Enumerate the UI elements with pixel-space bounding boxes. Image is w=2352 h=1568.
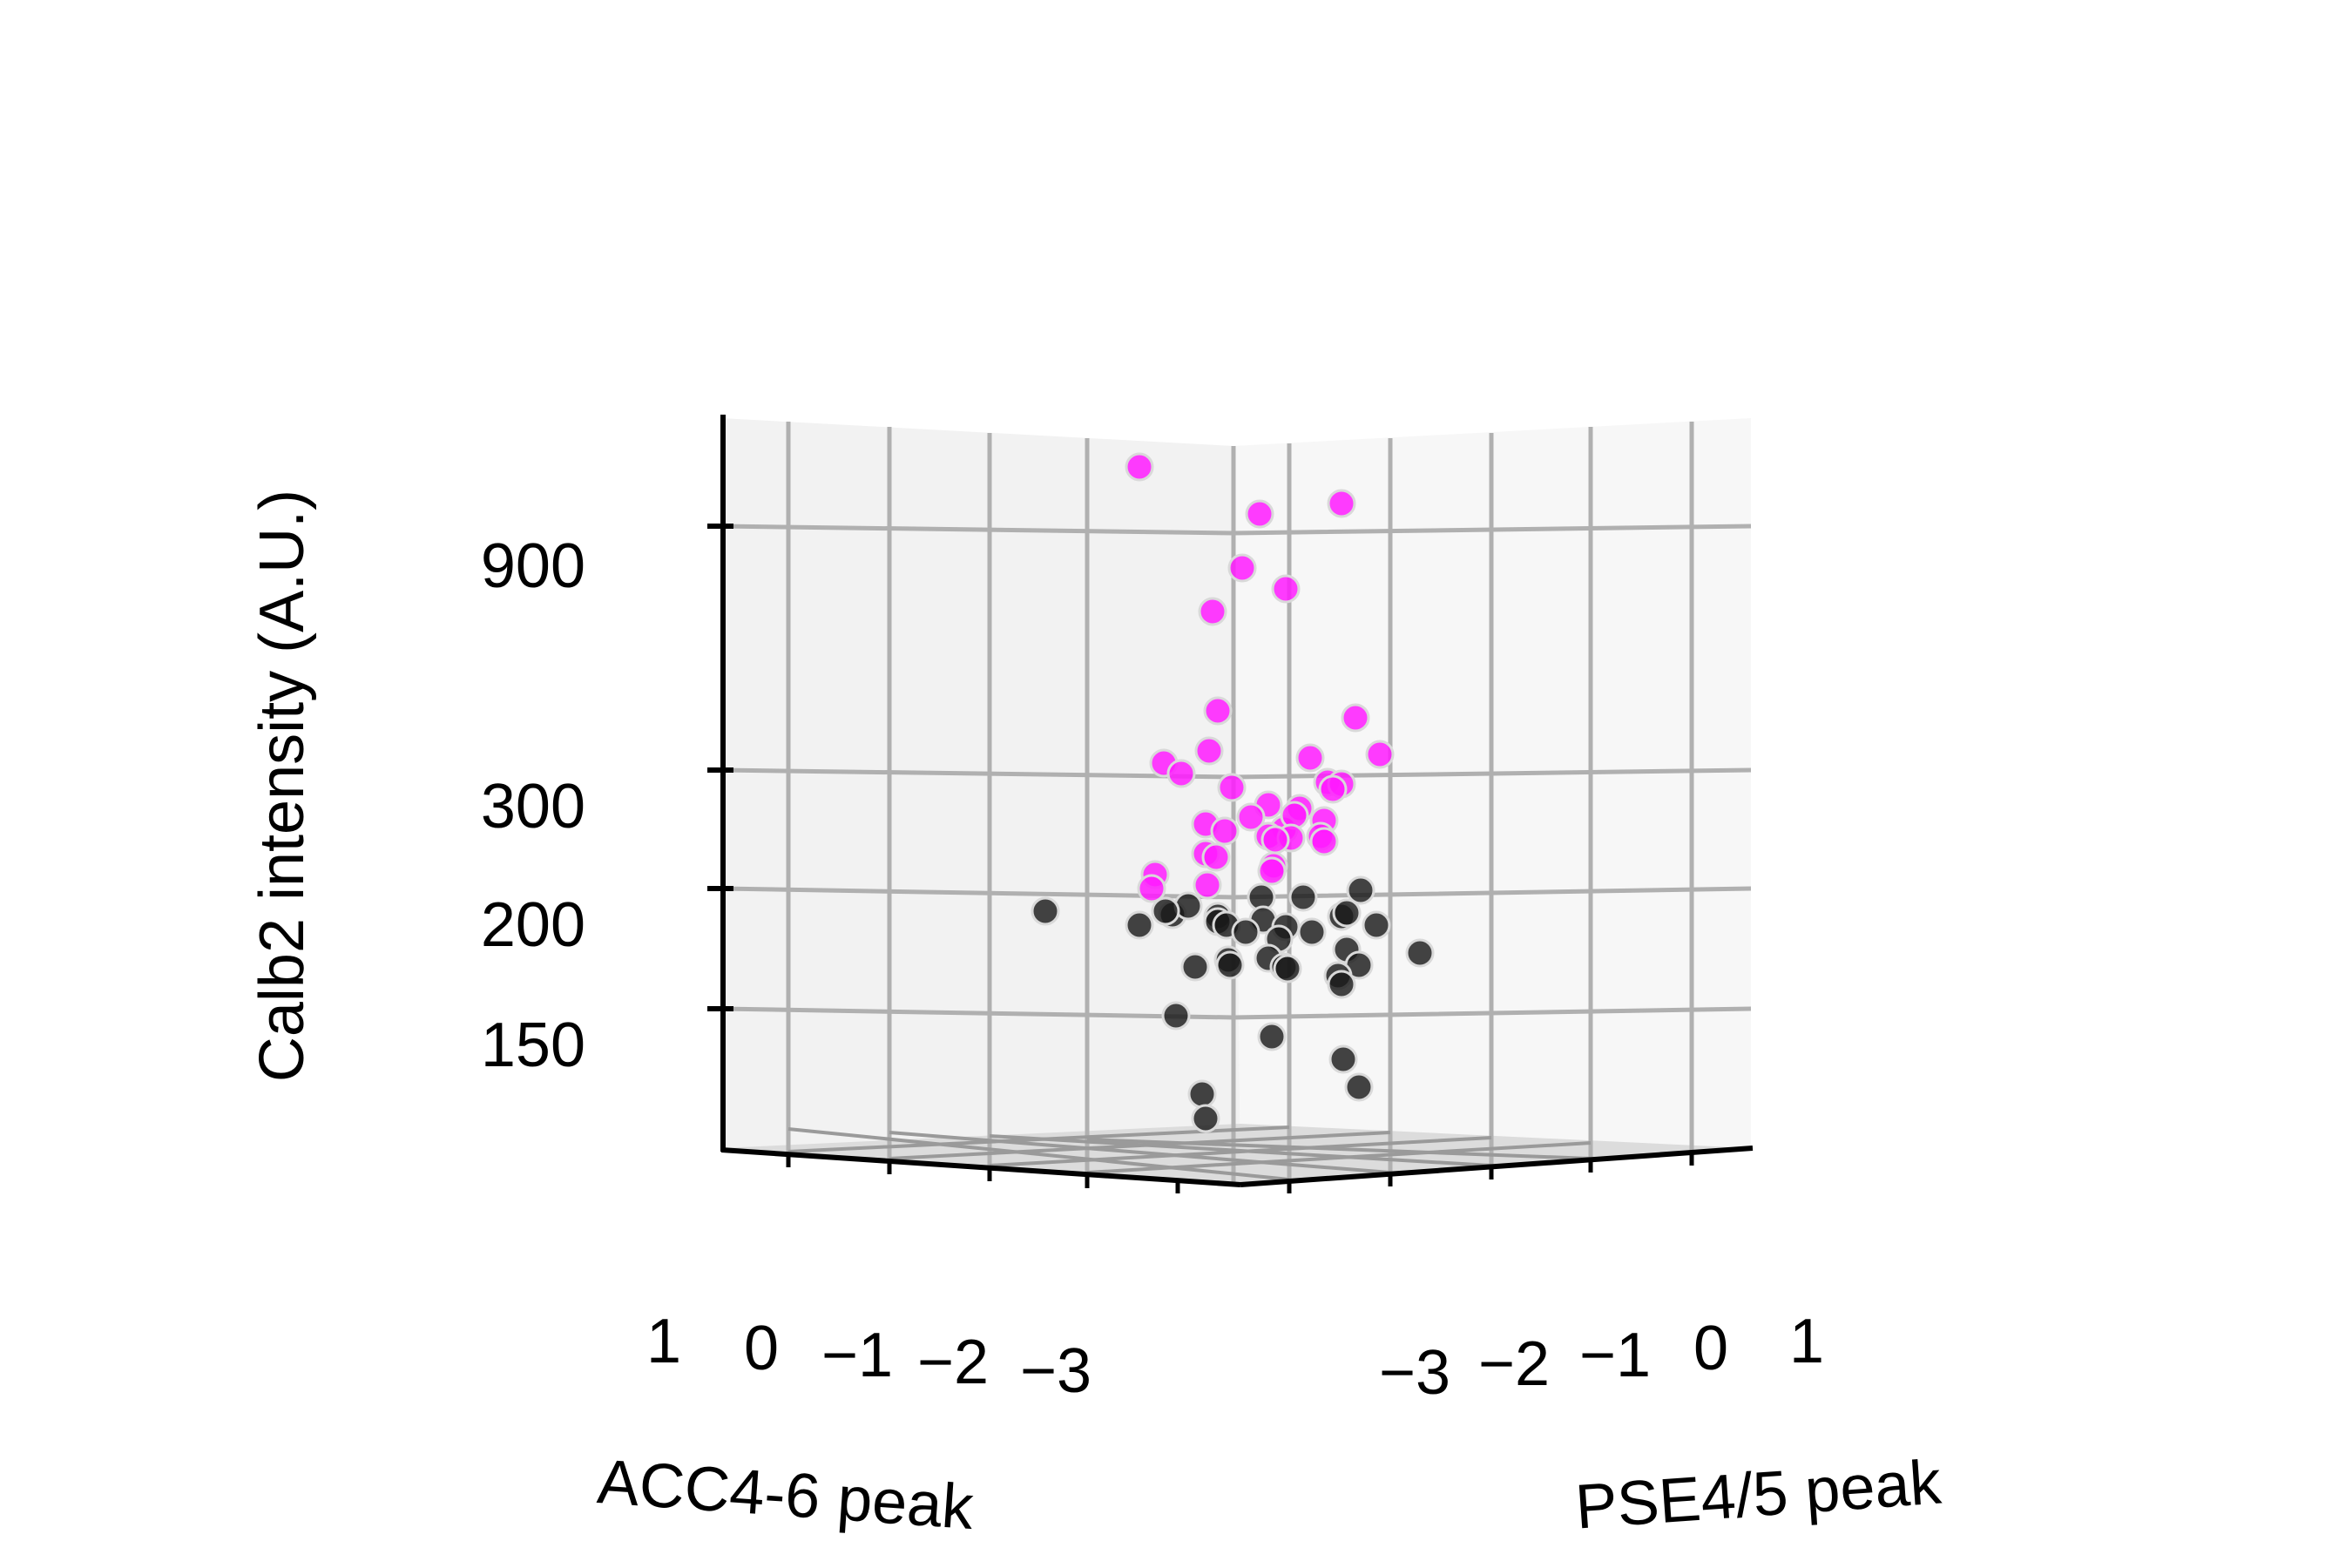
data-point-low (1215, 950, 1245, 980)
data-point-high (1318, 774, 1348, 804)
data-point-low (1125, 910, 1154, 940)
data-point-high (1166, 759, 1196, 788)
data-point-low (1187, 1079, 1217, 1109)
z-ticks (707, 524, 733, 1011)
data-point-high (1210, 816, 1240, 846)
axis-spines (720, 415, 1754, 1187)
data-point-low (1344, 1072, 1374, 1102)
y-tick-label: 1 (1789, 1307, 1824, 1376)
data-point-high (1295, 743, 1325, 773)
data-point-low (1405, 938, 1435, 968)
data-point-high (1203, 696, 1233, 726)
data-point-low (1328, 1044, 1358, 1074)
grid-lines (720, 422, 1752, 1183)
data-point-low (1161, 1001, 1191, 1031)
z-axis-title: Calb2 intensity (A.U.) (247, 490, 317, 1082)
data-point-low (1346, 875, 1375, 905)
x-tick-label: 1 (646, 1307, 681, 1376)
data-point-high (1201, 842, 1231, 872)
z-tick-label-200: 200 (481, 890, 585, 960)
data-point-high (1245, 499, 1274, 529)
z-tick-label-900: 900 (481, 531, 585, 601)
data-point-low (1332, 898, 1362, 928)
data-point-low (1362, 910, 1391, 940)
data-point-high (1271, 574, 1301, 604)
data-point-high (1217, 773, 1247, 802)
data-point-high (1309, 827, 1339, 856)
data-point-low (1231, 917, 1260, 947)
data-point-high (1327, 489, 1356, 518)
data-points (1031, 452, 1435, 1133)
data-point-high (1137, 874, 1166, 903)
data-point-low (1151, 896, 1180, 926)
x-tick-label: 0 (744, 1314, 779, 1383)
z-tick-label-300: 300 (481, 772, 585, 841)
x-axis-title: ACC4-6 peak (595, 1447, 977, 1543)
data-point-low (1180, 952, 1210, 982)
left-pane (721, 418, 1240, 1183)
y-axis-title: PSE4/5 peak (1573, 1447, 1944, 1542)
data-point-low (1288, 882, 1318, 912)
y-tick-label: 0 (1693, 1314, 1728, 1383)
data-point-high (1260, 825, 1290, 855)
y-tick-label: −1 (1579, 1321, 1651, 1390)
data-point-high (1365, 740, 1395, 769)
data-point-low (1031, 896, 1060, 926)
data-point-low (1297, 917, 1327, 947)
x-tick-label: −2 (917, 1328, 989, 1397)
data-point-high (1193, 870, 1222, 900)
y-tick-label: −2 (1478, 1329, 1550, 1399)
data-point-high (1341, 703, 1370, 733)
floor-grid (787, 1125, 1592, 1181)
x-tick-label: −1 (821, 1321, 893, 1390)
x-tick-label: −3 (1020, 1336, 1092, 1406)
data-point-high (1257, 856, 1287, 886)
data-point-high (1198, 597, 1227, 626)
y-tick-label: −3 (1379, 1338, 1450, 1408)
z-tick-label-150: 150 (481, 1010, 585, 1080)
floor-ticks (786, 1153, 1694, 1193)
data-point-high (1125, 452, 1154, 482)
data-point-high (1194, 736, 1224, 766)
data-point-low (1273, 954, 1302, 983)
data-point-high (1227, 553, 1257, 583)
data-point-low (1191, 1104, 1220, 1133)
data-point-low (1257, 1022, 1287, 1051)
data-point-high (1236, 802, 1266, 832)
data-point-low (1327, 970, 1356, 999)
